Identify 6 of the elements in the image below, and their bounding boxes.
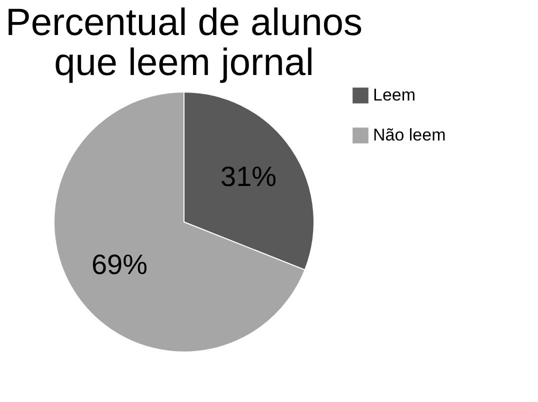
text: que leem jornal (54, 42, 314, 84)
data-label: 31% (220, 161, 277, 192)
text: Percentual de alunos (5, 2, 363, 44)
legend-label: Leem (373, 86, 416, 104)
data-label: 69% (91, 248, 148, 280)
legend-label: Não leem (373, 126, 446, 144)
